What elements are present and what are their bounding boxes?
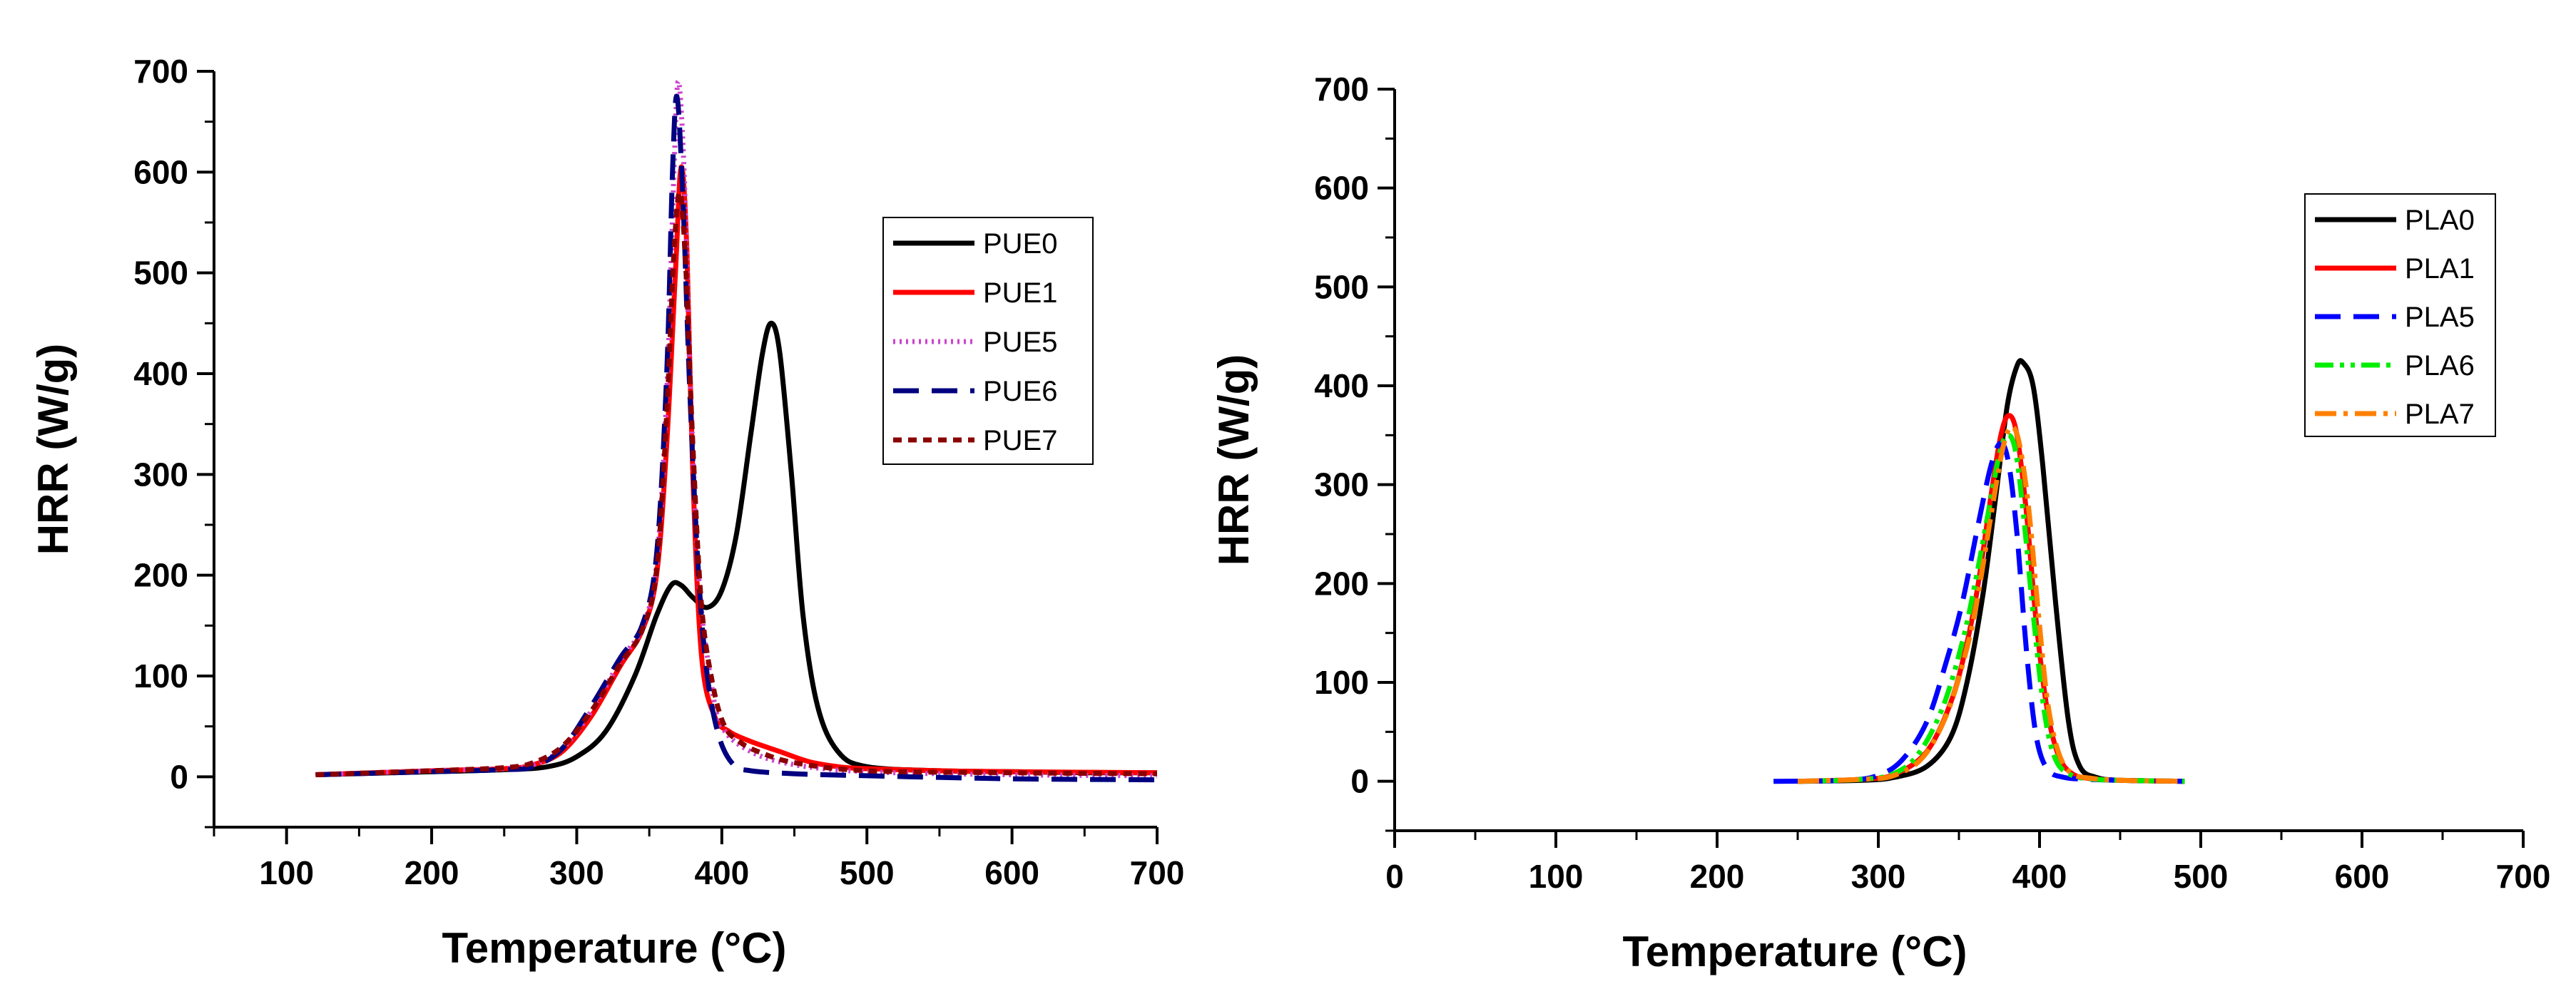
- series-line-pla0: [1797, 358, 2185, 784]
- legend: PLA0 PLA1 PLA5 PLA6 PLA7: [2304, 193, 2496, 437]
- series-line-pue6: [315, 93, 1158, 783]
- x-tick-label: 300: [1851, 858, 1906, 895]
- x-tick-label: 600: [984, 854, 1039, 891]
- legend-label-pla7: PLA7: [2405, 399, 2475, 430]
- x-tick-label: 0: [1385, 858, 1404, 895]
- legend-label-pue6: PUE6: [983, 376, 1058, 407]
- y-tick-label: 700: [133, 53, 188, 90]
- y-tick-label: 100: [133, 657, 188, 695]
- y-tick-label: 700: [1314, 71, 1369, 108]
- chart-pue-hrr: Temperature (°C) HRR (W/g) 0 100 200 300 400…: [29, 53, 1184, 972]
- y-tick-label: 500: [1314, 268, 1369, 305]
- y-axis-label: HRR (W/g): [29, 344, 77, 555]
- y-tick-label: 300: [1314, 466, 1369, 503]
- x-tick-label: 500: [840, 854, 895, 891]
- legend-label-pla1: PLA1: [2405, 253, 2475, 285]
- y-tick-label: 600: [1314, 170, 1369, 207]
- y-tick-label: 200: [1314, 565, 1369, 602]
- y-tick-label: 400: [1314, 367, 1369, 404]
- y-tick-label: 200: [133, 557, 188, 594]
- legend-label-pue7: PUE7: [983, 425, 1058, 456]
- legend: PUE0 PUE1 PUE5 PUE6 PUE7: [882, 217, 1094, 465]
- x-tick-label: 600: [2335, 858, 2390, 895]
- legend-label-pue0: PUE0: [983, 228, 1058, 260]
- x-tick-label: 400: [2012, 858, 2067, 895]
- x-tick-label: 100: [259, 854, 314, 891]
- x-axis-label: Temperature (°C): [442, 924, 787, 972]
- series-line-pla5: [1773, 440, 2185, 784]
- x-tick-label: 100: [1529, 858, 1584, 895]
- y-axis-label: HRR (W/g): [1210, 354, 1258, 566]
- x-axis-label: Temperature (°C): [1623, 928, 1967, 975]
- legend-box: [2304, 193, 2496, 437]
- y-tick-label: 0: [1350, 763, 1369, 800]
- series-line-pue7: [315, 190, 1158, 777]
- series-line-pla6: [1797, 432, 2185, 784]
- legend-label-pue1: PUE1: [983, 277, 1058, 309]
- legend-box: [882, 217, 1094, 465]
- legend-label-pla6: PLA6: [2405, 350, 2475, 381]
- legend-label-pla5: PLA5: [2405, 302, 2475, 333]
- x-tick-label: 700: [1130, 854, 1185, 891]
- x-tick-label: 300: [549, 854, 604, 891]
- y-tick-label: 0: [170, 758, 188, 795]
- x-tick-label: 200: [404, 854, 459, 891]
- legend-label-pla0: PLA0: [2405, 205, 2475, 236]
- y-tick-label: 600: [133, 153, 188, 190]
- x-tick-label: 700: [2496, 858, 2551, 895]
- x-tick-label: 500: [2174, 858, 2229, 895]
- y-tick-label: 100: [1314, 664, 1369, 701]
- chart-pla-hrr: Temperature (°C) HRR (W/g) 0 100 200 300 400…: [1210, 71, 2550, 975]
- y-tick-label: 400: [133, 355, 188, 392]
- x-tick-label: 200: [1690, 858, 1745, 895]
- x-tick-label: 400: [694, 854, 749, 891]
- legend-label-pue5: PUE5: [983, 327, 1058, 358]
- y-tick-label: 500: [133, 255, 188, 292]
- y-tick-label: 300: [133, 456, 188, 493]
- series-line-pla7: [1797, 424, 2185, 784]
